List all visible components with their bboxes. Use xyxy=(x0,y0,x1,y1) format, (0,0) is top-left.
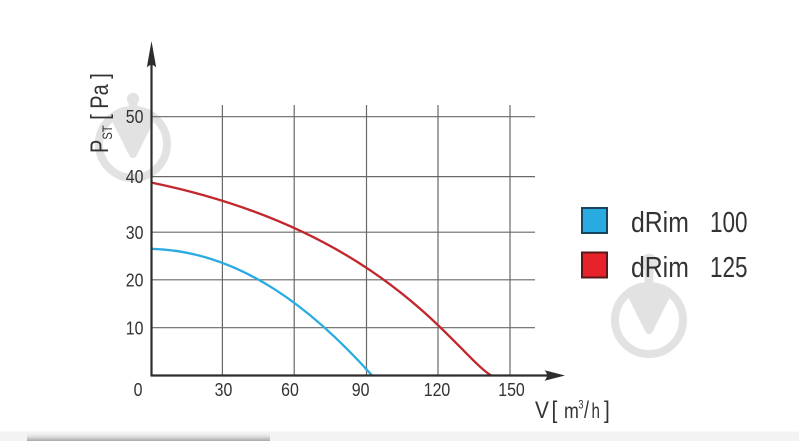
svg-text:3: 3 xyxy=(578,400,583,412)
svg-text:V: V xyxy=(535,397,549,424)
svg-text:120: 120 xyxy=(424,379,451,400)
svg-text:30: 30 xyxy=(126,222,144,243)
svg-text:40: 40 xyxy=(126,166,144,187)
svg-text:90: 90 xyxy=(352,379,370,400)
svg-text:PST [ Pa ]: PST [ Pa ] xyxy=(86,73,115,153)
svg-text:100: 100 xyxy=(710,208,748,239)
svg-text:20: 20 xyxy=(126,269,144,290)
svg-text:dRim: dRim xyxy=(631,251,689,283)
svg-text:30: 30 xyxy=(215,379,233,400)
svg-text:h: h xyxy=(592,398,600,422)
svg-text:10: 10 xyxy=(126,317,144,338)
svg-text:[: [ xyxy=(552,397,558,424)
svg-text:60: 60 xyxy=(281,379,299,400)
svg-text:125: 125 xyxy=(710,253,748,284)
svg-text:50: 50 xyxy=(126,106,144,127)
svg-text:150: 150 xyxy=(498,379,525,400)
svg-text:dRim: dRim xyxy=(631,206,689,238)
svg-text:/: / xyxy=(584,398,589,424)
svg-text:m: m xyxy=(564,400,579,424)
svg-text:0: 0 xyxy=(134,379,143,400)
svg-text:]: ] xyxy=(604,397,610,424)
